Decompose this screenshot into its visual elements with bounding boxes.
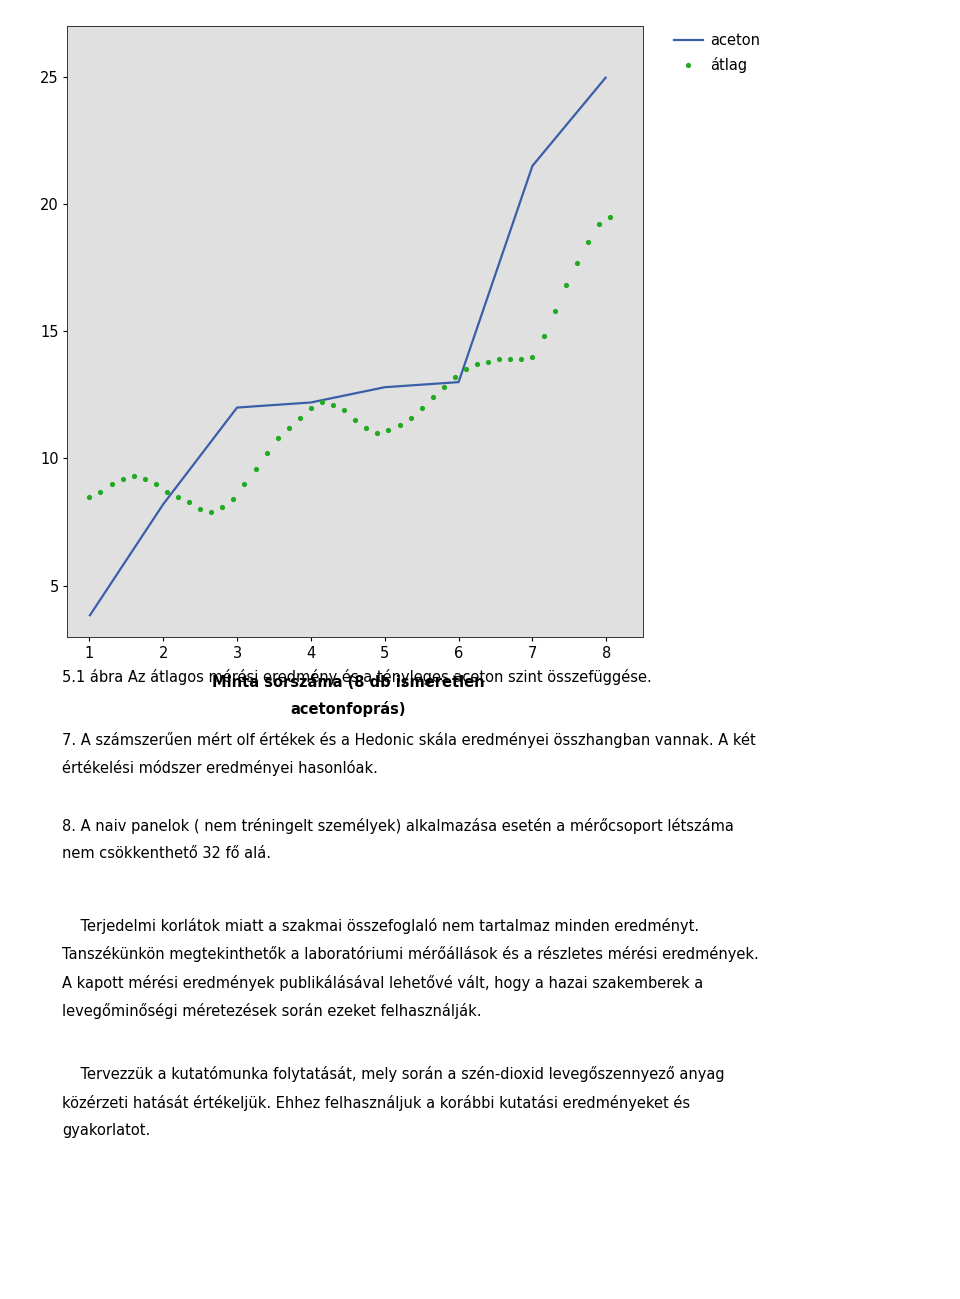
Text: Terjedelmi korlátok miatt a szakmai összefoglaló nem tartalmaz minden eredményt.: Terjedelmi korlátok miatt a szakmai össz… bbox=[62, 917, 700, 934]
Text: Minta sorszáma (8 db ismeretlen: Minta sorszáma (8 db ismeretlen bbox=[212, 675, 484, 691]
Text: gyakorlatot.: gyakorlatot. bbox=[62, 1124, 151, 1138]
Text: 7. A számszerűen mért olf értékek és a Hedonic skála eredményei összhangban vann: 7. A számszerűen mért olf értékek és a H… bbox=[62, 731, 756, 748]
Text: közérzeti hatását értékeljük. Ehhez felhasználjuk a korábbi kutatási eredményeke: közérzeti hatását értékeljük. Ehhez felh… bbox=[62, 1095, 690, 1111]
Text: acetonfорrás): acetonfорrás) bbox=[290, 701, 406, 717]
Text: Tanszékünkön megtekinthetők a laboratóriumi mérőállások és a részletes mérési er: Tanszékünkön megtekinthetők a laboratóri… bbox=[62, 946, 759, 963]
Text: 5.1 ábra Az átlagos mérési eredmény és a tényleges aceton szint összefüggése.: 5.1 ábra Az átlagos mérési eredmény és a… bbox=[62, 669, 652, 685]
Text: 8. A naiv panelok ( nem tréningelt személyek) alkalmazása esetén a mérőcsoport l: 8. A naiv panelok ( nem tréningelt szemé… bbox=[62, 817, 734, 834]
Text: levegőminőségi méretezések során ezeket felhasználják.: levegőminőségi méretezések során ezeket … bbox=[62, 1003, 482, 1020]
Text: Tervezzük a kutatómunka folytatását, mely során a szén-dioxid levegőszennyező an: Tervezzük a kutatómunka folytatását, mel… bbox=[62, 1066, 725, 1082]
Text: értékelési módszer eredményei hasonlóak.: értékelési módszer eredményei hasonlóak. bbox=[62, 760, 378, 777]
Text: A kapott mérési eredmények publikálásával lehetővé vált, hogy a hazai szakembere: A kapott mérési eredmények publikálásáva… bbox=[62, 974, 704, 991]
Text: nem csökkenthető 32 fő alá.: nem csökkenthető 32 fő alá. bbox=[62, 846, 272, 861]
Legend: aceton, átlag: aceton, átlag bbox=[674, 34, 760, 73]
